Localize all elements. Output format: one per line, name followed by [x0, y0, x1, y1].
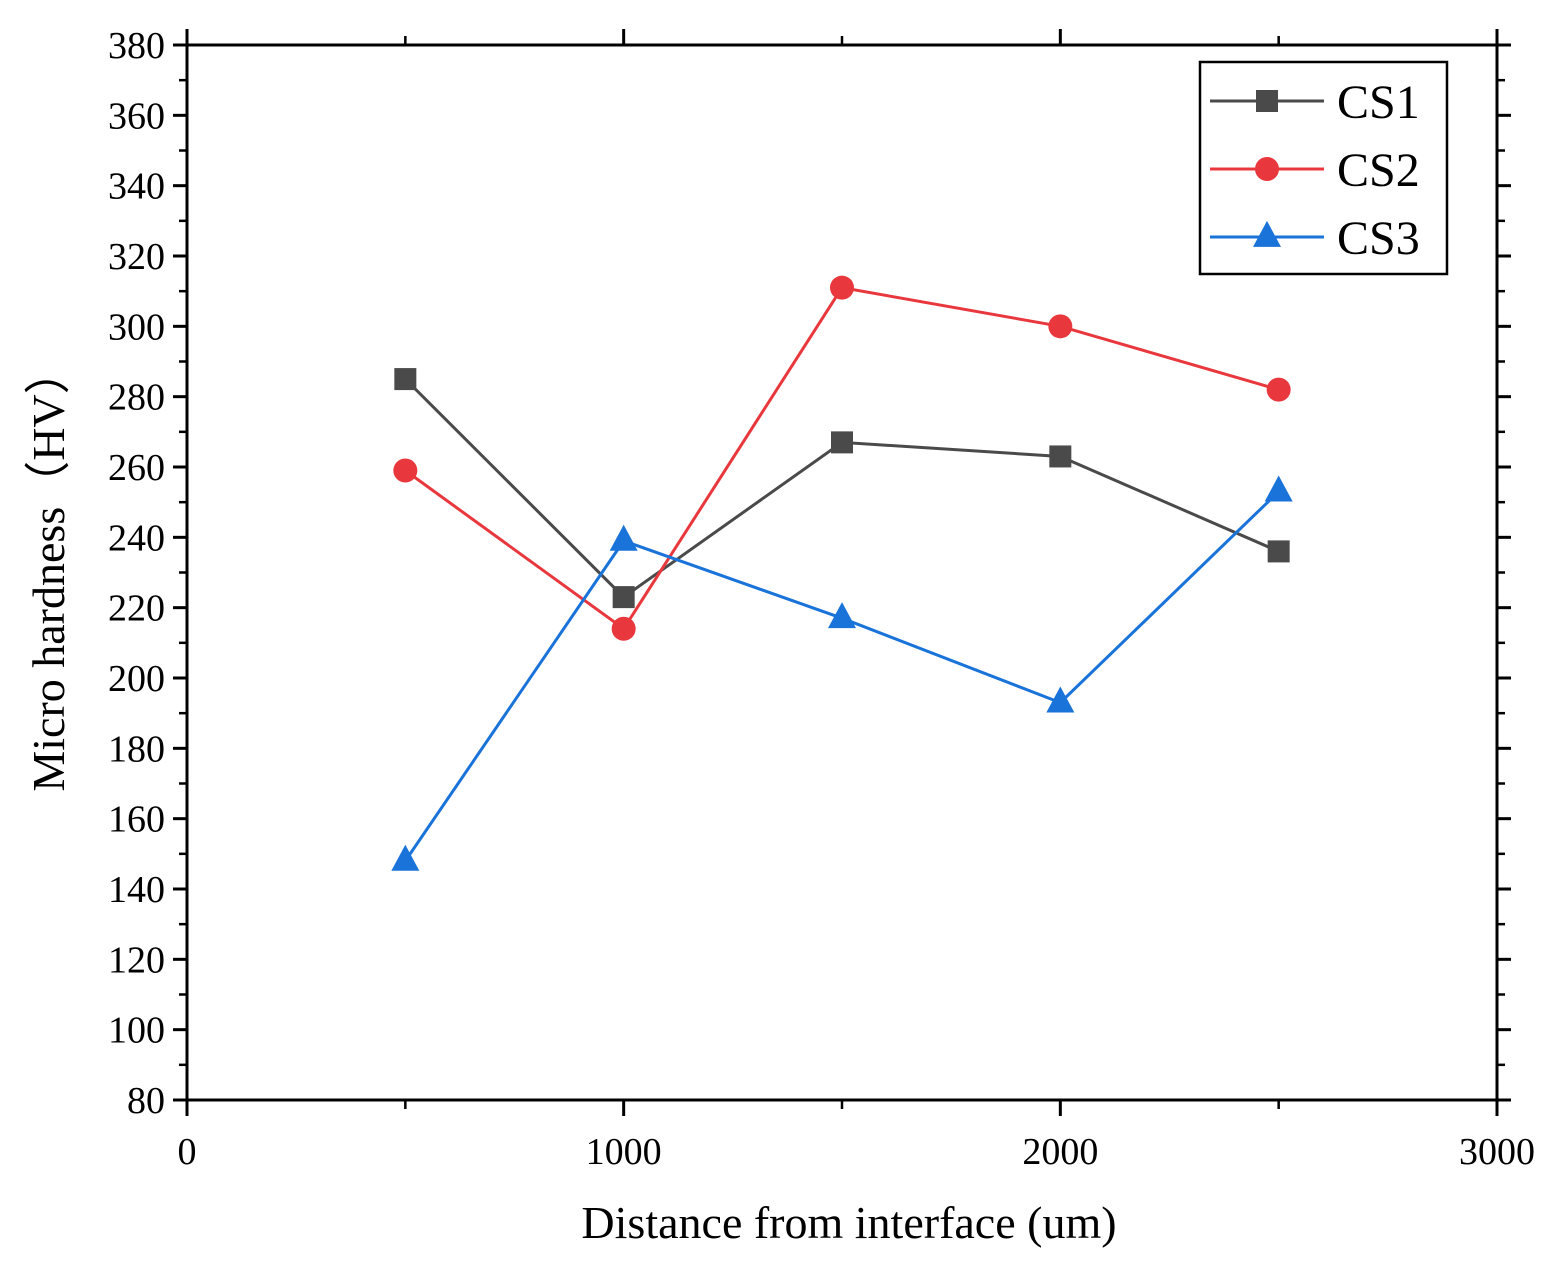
data-point	[1046, 686, 1075, 713]
y-tick-label: 140	[108, 869, 165, 911]
y-tick-label: 200	[108, 658, 165, 700]
data-point	[393, 458, 418, 483]
series-line	[404, 285, 1280, 631]
data-point	[1048, 314, 1073, 339]
data-point	[612, 586, 635, 609]
data-point	[1266, 377, 1291, 402]
legend: CS1 CS2 CS3	[1198, 60, 1449, 276]
y-tick-label: 120	[108, 939, 165, 981]
data-point	[611, 616, 636, 641]
axes: 80 100 120 140 160 180 200 220 240 260 280 300 320 34…	[108, 25, 1535, 1173]
y-tick-label: 360	[108, 95, 165, 137]
y-tick-label: 100	[108, 1010, 165, 1052]
data-point	[391, 844, 420, 871]
data-point	[1264, 475, 1293, 502]
legend-label: CS3	[1337, 212, 1420, 265]
series-cs2	[393, 275, 1291, 641]
data-point	[609, 524, 638, 551]
data-point	[1267, 540, 1290, 563]
y-tick-label: 80	[127, 1080, 165, 1122]
legend-marker	[1253, 220, 1281, 247]
y-tick-label: 380	[108, 25, 165, 67]
legend-label: CS2	[1337, 144, 1420, 197]
series-line	[404, 490, 1280, 862]
series-cs1	[394, 368, 1290, 609]
y-tick-label: 300	[108, 306, 165, 348]
series-cs3	[391, 475, 1293, 871]
y-tick-label: 220	[108, 588, 165, 630]
legend-label: CS1	[1337, 76, 1420, 129]
x-tick-label: 3000	[1459, 1131, 1535, 1173]
y-tick-label: 160	[108, 799, 165, 841]
x-tick-label: 2000	[1022, 1131, 1098, 1173]
x-tick-label: 1000	[586, 1131, 662, 1173]
y-tick-label: 260	[108, 447, 165, 489]
legend-marker	[1255, 157, 1279, 181]
x-axis-title: Distance from interface (um)	[581, 1197, 1116, 1248]
plot-series	[391, 275, 1293, 871]
y-tick-label: 280	[108, 377, 165, 419]
data-point	[828, 602, 856, 629]
y-axis-title: Micro hardness（HV）	[23, 348, 74, 791]
data-point	[831, 431, 853, 454]
y-tick-label: 180	[108, 728, 165, 770]
data-point	[394, 368, 417, 391]
y-tick-label: 340	[108, 166, 165, 208]
x-tick-label: 0	[178, 1131, 197, 1173]
data-point	[1049, 445, 1072, 468]
data-point	[830, 275, 854, 300]
legend-marker	[1256, 90, 1278, 112]
y-tick-label: 320	[108, 236, 165, 278]
y-tick-label: 240	[108, 517, 165, 559]
